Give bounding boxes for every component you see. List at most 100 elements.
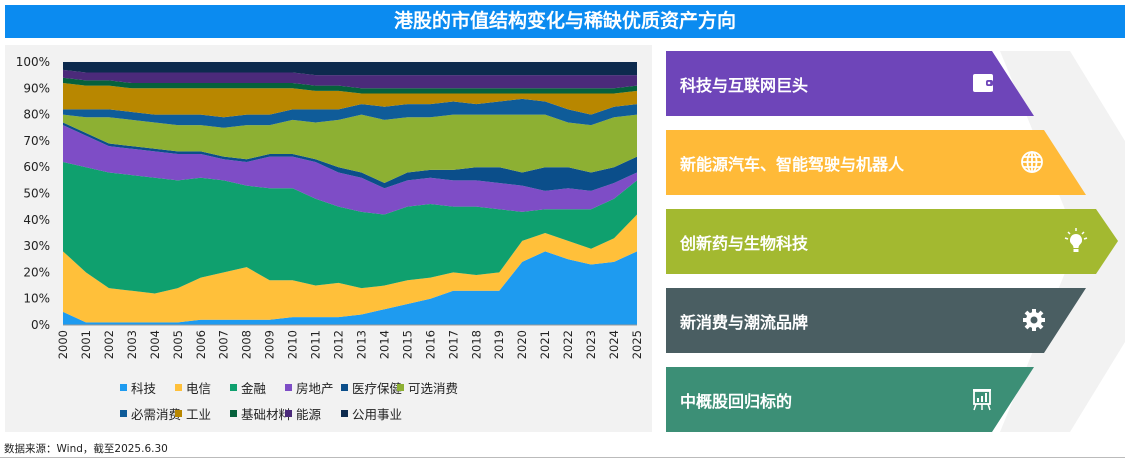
legend-label: 科技 [131,381,157,396]
x-tick-label: 2016 [423,330,437,359]
x-tick-label: 2022 [561,330,575,359]
wallet-icon [968,69,996,97]
area-可选消费 [63,114,637,183]
gear-icon [1020,306,1048,334]
legend-swatch [285,384,292,391]
area-工业 [63,83,637,118]
y-tick-label: 10% [23,292,50,306]
y-tick-label: 50% [23,187,50,201]
x-tick-label: 2004 [148,330,162,359]
area-房地产 [63,125,637,215]
legend-swatch [175,410,182,417]
direction-label: 中概股回归标的 [680,391,793,411]
legend-swatch [341,384,348,391]
data-source-note: 数据来源：Wind，截至2025.6.30 [4,443,168,455]
y-tick-label: 20% [23,265,50,279]
legend-item: 科技 [120,378,156,397]
legend-item: 基础材料 [230,404,291,423]
y-tick-label: 40% [23,213,50,227]
direction-label: 科技与互联网巨头 [680,75,809,95]
page-title: 港股的市值结构变化与稀缺优质资产方向 [5,5,1125,38]
x-tick-label: 2002 [102,330,116,359]
direction-band: 中概股回归标的 [666,367,1034,432]
x-tick-label: 2021 [538,330,552,359]
area-医疗保健 [63,122,637,191]
legend-label: 医疗保健 [352,381,403,396]
y-tick-label: 80% [23,108,50,122]
direction-band: 新消费与潮流品牌 [666,288,1086,353]
legend-swatch [230,410,237,417]
legend-label: 工业 [186,407,212,422]
x-tick-label: 2007 [217,330,231,359]
legend-swatch [397,384,404,391]
direction-label: 新消费与潮流品牌 [680,312,809,332]
x-tick-label: 2012 [332,330,346,359]
y-tick-label: 0% [31,318,50,332]
legend-swatch [285,410,292,417]
x-tick-label: 2010 [286,330,300,359]
lightbulb-icon [1062,227,1090,255]
y-tick-label: 30% [23,239,50,253]
x-tick-label: 2011 [309,330,323,359]
legend-item: 电信 [175,378,211,397]
legend-swatch [230,384,237,391]
x-tick-label: 2025 [630,330,644,359]
x-tick-label: 2000 [56,330,70,359]
direction-band: 创新药与生物科技 [666,209,1118,274]
legend-label: 房地产 [296,381,334,396]
globe-icon [1018,148,1046,176]
legend-label: 基础材料 [241,407,292,422]
y-tick-label: 70% [23,134,50,148]
legend-item: 医疗保健 [341,378,402,397]
area-电信 [63,214,637,323]
x-tick-label: 2018 [469,330,483,359]
legend-label: 金融 [241,381,267,396]
legend-item: 工业 [175,404,211,423]
x-tick-label: 2019 [492,330,506,359]
y-tick-label: 90% [23,81,50,95]
x-tick-label: 2006 [194,330,208,359]
y-tick-label: 60% [23,160,50,174]
legend-item: 能源 [285,404,321,423]
x-tick-label: 2015 [400,330,414,359]
legend-label: 可选消费 [408,381,459,396]
x-tick-label: 2001 [79,330,93,359]
legend-item: 可选消费 [397,378,458,397]
legend-swatch [120,410,127,417]
x-tick-label: 2014 [377,330,391,359]
direction-label: 创新药与生物科技 [680,233,809,253]
legend-item: 房地产 [285,378,334,397]
chart-panel: 0% 10% 20% 30% 40% 50% 60% 70% 80% 90% 100% 2000 200… [5,45,652,432]
legend-item: 必需消费 [120,404,181,423]
legend-swatch [175,384,182,391]
legend-label: 电信 [186,381,212,396]
legend-label: 必需消费 [131,407,182,422]
area-公用事业 [63,62,637,76]
area-基础材料 [63,77,637,94]
legend-item: 公用事业 [341,404,402,423]
x-tick-label: 2017 [446,330,460,359]
x-tick-label: 2023 [584,330,598,359]
legend-label: 能源 [296,407,322,422]
direction-label: 新能源汽车、智能驾驶与机器人 [680,154,905,174]
area-金融 [63,161,637,294]
x-tick-label: 2013 [354,330,368,359]
legend-swatch [341,410,348,417]
y-tick-label: 100% [16,55,50,69]
footer-divider [0,457,1125,458]
stacked-area-chart: 0% 10% 20% 30% 40% 50% 60% 70% 80% 90% 100% 2000 200… [16,55,644,359]
direction-band: 科技与互联网巨头 [666,51,1034,116]
x-tick-label: 2005 [171,330,185,359]
x-tick-label: 2008 [240,330,254,359]
presentation-chart-icon [968,385,996,413]
legend-swatch [120,384,127,391]
x-tick-label: 2003 [125,330,139,359]
legend-item: 金融 [230,378,266,397]
area-能源 [63,69,637,89]
area-必需消费 [63,98,637,128]
x-tick-label: 2024 [607,330,621,359]
x-tick-label: 2009 [263,330,277,359]
legend-label: 公用事业 [352,407,403,422]
direction-band: 新能源汽车、智能驾驶与机器人 [666,130,1086,195]
x-tick-label: 2020 [515,330,529,359]
